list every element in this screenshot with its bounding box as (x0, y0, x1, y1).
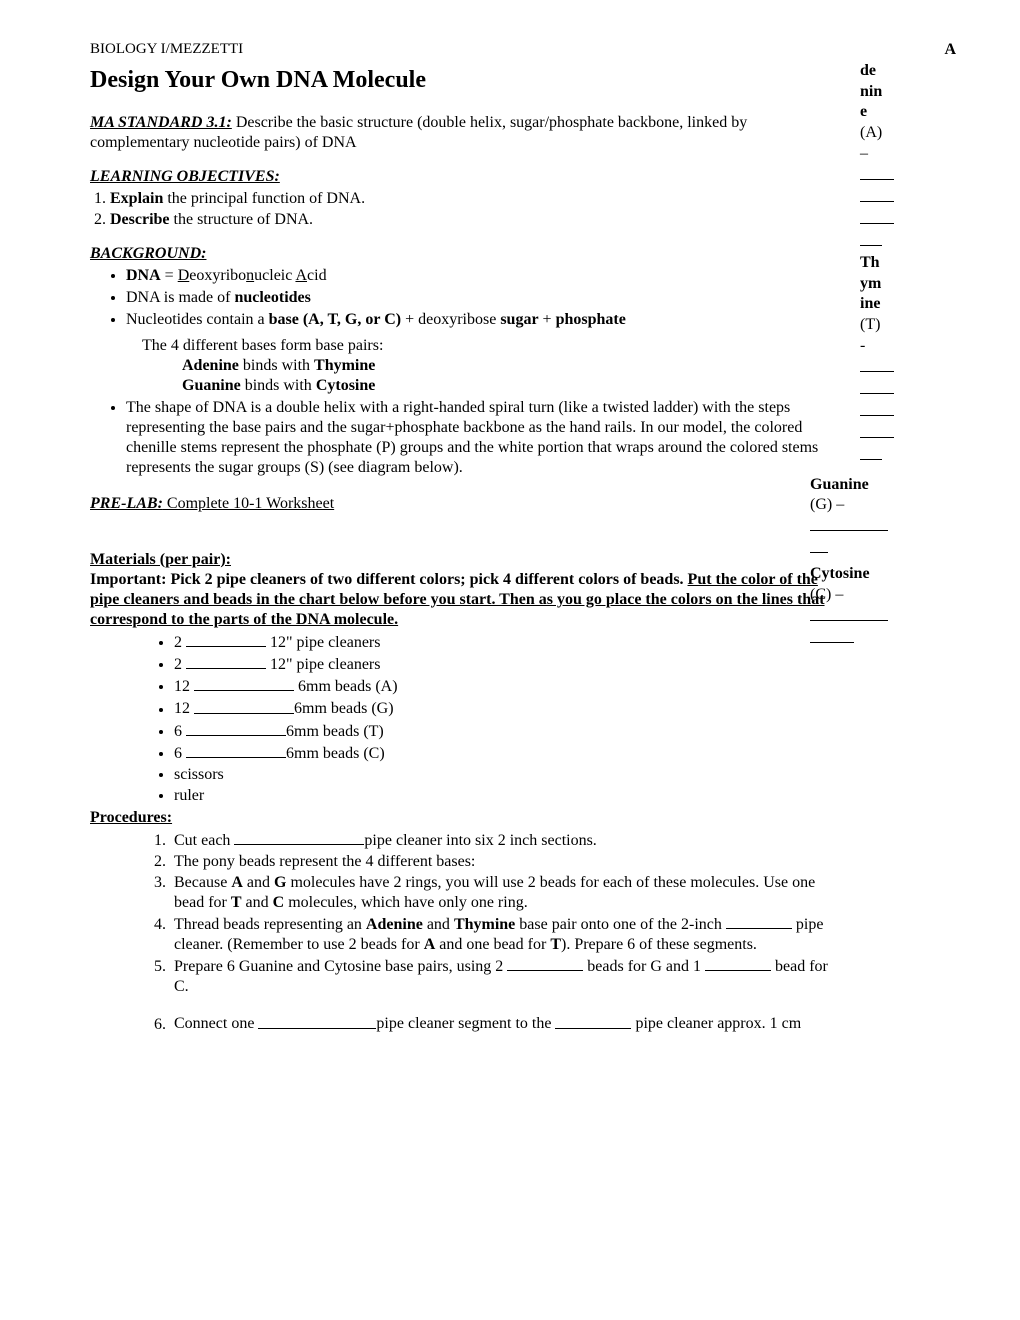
proc-6: Connect one pipe cleaner segment to the … (170, 1013, 835, 1034)
objectives-header: LEARNING OBJECTIVES: (90, 167, 835, 187)
key-A-blank (860, 209, 960, 231)
key-G-label: Guanine (810, 475, 960, 496)
bg-pair-2: Guanine binds with Cytosine (182, 376, 835, 396)
main-column: BIOLOGY I/MEZZETTI Design Your Own DNA M… (90, 40, 835, 1035)
key-T-blank (860, 445, 960, 467)
procedures-list: Cut each pipe cleaner into six 2 inch se… (90, 830, 835, 998)
key-A-de: de (860, 61, 960, 82)
mat-5: 6 6mm beads (T) (174, 721, 835, 742)
base-key-sidebar: A de nin e (A) – Th ym ine (T) - Guanine… (860, 40, 960, 650)
background-header: BACKGROUND: (90, 244, 835, 264)
materials-header: Materials (per pair): (90, 550, 835, 570)
mat-4: 12 6mm beads (G) (174, 698, 835, 719)
key-T-blank (860, 423, 960, 445)
prelab-label: PRE-LAB: (90, 495, 163, 512)
mat-3: 12 6mm beads (A) (174, 676, 835, 697)
bg-item-4: The shape of DNA is a double helix with … (126, 398, 835, 478)
key-G-blank (810, 516, 960, 538)
mat-6: 6 6mm beads (C) (174, 743, 835, 764)
objectives-list: Explain the principal function of DNA. D… (90, 189, 835, 230)
key-G-paren: (G) – (810, 495, 960, 516)
mat-8: ruler (174, 786, 835, 806)
background-list: DNA = Deoxyribonucleic Acid DNA is made … (90, 266, 835, 330)
proc-1: Cut each pipe cleaner into six 2 inch se… (170, 830, 835, 851)
proc-4: Thread beads representing an Adenine and… (170, 914, 835, 955)
bg-subline: The 4 different bases form base pairs: (142, 336, 835, 356)
key-A-paren: (A) (860, 123, 960, 144)
key-C-blank (810, 628, 960, 650)
background-list-2: The shape of DNA is a double helix with … (90, 398, 835, 478)
proc-2: The pony beads represent the 4 different… (170, 852, 835, 872)
key-A-blank (860, 187, 960, 209)
course-header: BIOLOGY I/MEZZETTI (90, 40, 835, 59)
key-T-blank (860, 357, 960, 379)
key-A-dash: – (860, 144, 960, 165)
key-A-letter: A (944, 41, 956, 58)
key-A-blank (860, 165, 960, 187)
standard-label: MA STANDARD 3.1: (90, 114, 232, 131)
prelab-line: PRE-LAB: Complete 10-1 Worksheet (90, 494, 835, 514)
materials-list: 2 12" pipe cleaners 2 12" pipe cleaners … (90, 632, 835, 806)
key-T-paren: (T) (860, 315, 960, 336)
key-A-nin: nin (860, 82, 960, 103)
key-T-blank (860, 379, 960, 401)
procedures-header: Procedures: (90, 808, 835, 828)
bg-item-2: DNA is made of nucleotides (126, 288, 835, 308)
key-C-label: Cytosine (810, 564, 960, 585)
key-G-blank (810, 538, 960, 560)
mat-7: scissors (174, 765, 835, 785)
key-C-paren: (C) – (810, 585, 960, 606)
key-A-blank (860, 231, 960, 253)
page-title: Design Your Own DNA Molecule (90, 65, 835, 95)
mat-2: 2 12" pipe cleaners (174, 654, 835, 675)
standard-line: MA STANDARD 3.1: Describe the basic stru… (90, 113, 835, 153)
key-T-th: Th (860, 253, 960, 274)
bg-item-1: DNA = Deoxyribonucleic Acid (126, 266, 835, 286)
bg-pair-1: Adenine binds with Thymine (182, 356, 835, 376)
key-T-blank (860, 401, 960, 423)
key-T-ym: ym (860, 274, 960, 295)
mat-1: 2 12" pipe cleaners (174, 632, 835, 653)
objective-1: Explain the principal function of DNA. (110, 189, 835, 209)
prelab-text: Complete 10-1 Worksheet (163, 495, 334, 512)
key-A-e: e (860, 102, 960, 123)
objective-2: Describe the structure of DNA. (110, 210, 835, 230)
procedures-list-2: Connect one pipe cleaner segment to the … (90, 1013, 835, 1034)
key-C-blank (810, 606, 960, 628)
key-T-ine: ine (860, 294, 960, 315)
proc-3: Because A and G molecules have 2 rings, … (170, 873, 835, 913)
proc-5: Prepare 6 Guanine and Cytosine base pair… (170, 956, 835, 997)
materials-important: Important: Pick 2 pipe cleaners of two d… (90, 570, 835, 630)
bg-item-3: Nucleotides contain a base (A, T, G, or … (126, 310, 835, 330)
key-T-dash: - (860, 336, 960, 357)
